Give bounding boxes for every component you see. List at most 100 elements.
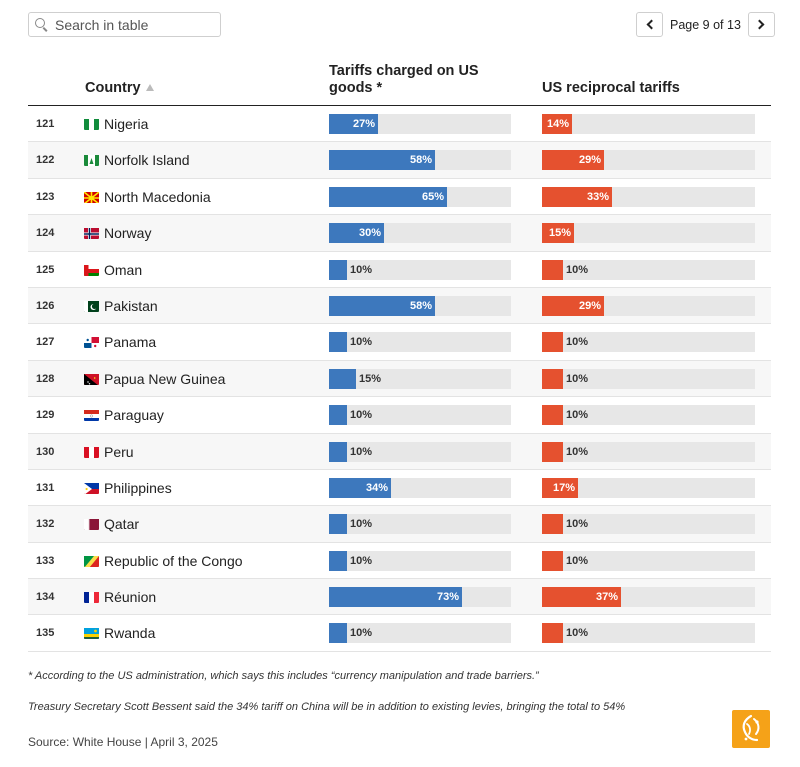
tariff-bar-track: 10% bbox=[329, 623, 511, 644]
reciprocal-bar-track: 10% bbox=[542, 441, 755, 462]
nigeria-flag-icon bbox=[84, 118, 99, 130]
reciprocal-bar-track: 10% bbox=[542, 332, 755, 353]
tariff-bar bbox=[329, 623, 347, 644]
search-box[interactable] bbox=[28, 12, 221, 37]
reciprocal-bar-track: 10% bbox=[542, 623, 755, 644]
search-input[interactable] bbox=[55, 16, 205, 33]
reciprocal-bar-track: 10% bbox=[542, 405, 755, 426]
tariff-value-label: 10% bbox=[350, 336, 373, 349]
row-rank: 130 bbox=[36, 445, 55, 458]
row-rank: 122 bbox=[36, 154, 55, 167]
source-line: Source: White House | April 3, 2025 bbox=[28, 735, 218, 749]
tariff-bar bbox=[329, 332, 347, 353]
reciprocal-bar-track: 15% bbox=[542, 223, 755, 244]
congo-flag-icon bbox=[84, 555, 99, 567]
tariff-bar-track: 10% bbox=[329, 405, 511, 426]
tariff-value-label: 10% bbox=[350, 518, 373, 531]
tariff-bar bbox=[329, 295, 435, 316]
reunion-flag-icon bbox=[84, 591, 99, 604]
reciprocal-bar-track: 33% bbox=[542, 186, 755, 207]
reciprocal-bar-track: 10% bbox=[542, 514, 755, 535]
reciprocal-bar bbox=[542, 223, 574, 244]
table-header: Country Tariffs charged on US goods * US… bbox=[28, 56, 771, 106]
reciprocal-value-label: 10% bbox=[566, 372, 589, 385]
table-row: 129 Paraguay 10% 10% bbox=[28, 397, 771, 434]
tariff-bar bbox=[329, 368, 356, 389]
row-rank: 121 bbox=[36, 118, 55, 130]
tariff-bar bbox=[329, 587, 462, 608]
reciprocal-value-label: 29% bbox=[578, 154, 601, 167]
reciprocal-value-label: 10% bbox=[566, 336, 589, 349]
tariff-bar bbox=[329, 186, 447, 207]
country-name: Qatar bbox=[104, 516, 140, 533]
tariff-value-label: 27% bbox=[352, 118, 375, 130]
tariff-bar bbox=[329, 441, 347, 462]
tariff-value-label: 10% bbox=[350, 409, 373, 422]
table-row: 121 Nigeria 27% 14% bbox=[28, 106, 771, 143]
reciprocal-bar bbox=[542, 114, 572, 134]
country-name: Nigeria bbox=[104, 116, 149, 132]
reciprocal-bar-track: 10% bbox=[542, 368, 755, 389]
country-name: Réunion bbox=[104, 589, 157, 606]
peru-flag-icon bbox=[84, 446, 99, 458]
al-jazeera-logo-icon bbox=[732, 710, 770, 748]
tariff-bar bbox=[329, 114, 378, 134]
footnote-bessent: Treasury Secretary Scott Bessent said th… bbox=[28, 701, 626, 713]
country-name: Papua New Guinea bbox=[104, 370, 226, 387]
tariff-table: Country Tariffs charged on US goods * US… bbox=[28, 56, 771, 652]
tariff-bar-track: 15% bbox=[329, 368, 511, 389]
tariff-value-label: 10% bbox=[350, 263, 373, 276]
country-name: Paraguay bbox=[104, 407, 164, 424]
tariff-value-label: 65% bbox=[421, 190, 444, 203]
prev-page-button[interactable] bbox=[636, 12, 663, 37]
table-row: 134 Réunion 73% 37% bbox=[28, 579, 771, 616]
tariff-value-label: 30% bbox=[358, 227, 381, 240]
table-row: 127 Panama 10% 10% bbox=[28, 324, 771, 361]
sort-ascending-icon[interactable] bbox=[145, 84, 154, 91]
table-row: 122 Norfolk Island 58% 29% bbox=[28, 142, 771, 179]
table-row: 133 Republic of the Congo 10% 10% bbox=[28, 543, 771, 580]
tariff-value-label: 15% bbox=[359, 372, 382, 385]
tariff-bar bbox=[329, 514, 347, 535]
reciprocal-value-label: 10% bbox=[566, 445, 589, 458]
reciprocal-bar bbox=[542, 368, 563, 389]
country-name: Republic of the Congo bbox=[104, 552, 243, 569]
row-rank: 127 bbox=[36, 336, 55, 349]
tariff-bar-track: 10% bbox=[329, 259, 511, 280]
chevron-right-icon bbox=[754, 19, 765, 30]
country-name: Norway bbox=[104, 225, 152, 242]
row-rank: 123 bbox=[36, 190, 55, 203]
row-rank: 133 bbox=[36, 554, 55, 567]
tariff-bar-track: 58% bbox=[329, 295, 511, 316]
tariff-bar-track: 73% bbox=[329, 587, 511, 608]
table-row: 135 Rwanda 10% 10% bbox=[28, 615, 771, 652]
table-row: 128 Papua New Guinea 15% 10% bbox=[28, 360, 771, 398]
country-name: North Macedonia bbox=[104, 188, 211, 205]
column-header-tariff[interactable]: Tariffs charged on US goods * bbox=[329, 63, 479, 96]
reciprocal-value-label: 17% bbox=[552, 481, 575, 494]
tariff-value-label: 10% bbox=[350, 627, 373, 640]
row-rank: 126 bbox=[36, 299, 55, 312]
country-name: Pakistan bbox=[104, 297, 158, 314]
tariff-bar-track: 10% bbox=[329, 332, 511, 353]
row-rank: 131 bbox=[36, 481, 55, 494]
column-header-country[interactable]: Country bbox=[85, 80, 154, 97]
tariff-value-label: 73% bbox=[436, 591, 459, 604]
tariff-bar bbox=[329, 405, 347, 426]
reciprocal-value-label: 10% bbox=[566, 518, 589, 531]
country-name: Philippines bbox=[104, 479, 172, 496]
tariff-bar bbox=[329, 150, 435, 171]
column-header-reciprocal[interactable]: US reciprocal tariffs bbox=[542, 80, 680, 96]
next-page-button[interactable] bbox=[747, 12, 775, 37]
country-name: Norfolk Island bbox=[104, 152, 190, 169]
png-flag-icon bbox=[84, 373, 99, 385]
row-rank: 132 bbox=[36, 518, 55, 531]
tariff-bar-track: 58% bbox=[329, 150, 511, 171]
reciprocal-bar-track: 14% bbox=[542, 114, 755, 134]
country-name: Peru bbox=[104, 443, 134, 460]
rwanda-flag-icon bbox=[84, 627, 99, 640]
reciprocal-bar-track: 29% bbox=[542, 150, 755, 171]
table-row: 131 Philippines 34% 17% bbox=[28, 470, 771, 507]
reciprocal-bar bbox=[542, 405, 563, 426]
pakistan-flag-icon bbox=[84, 300, 99, 312]
